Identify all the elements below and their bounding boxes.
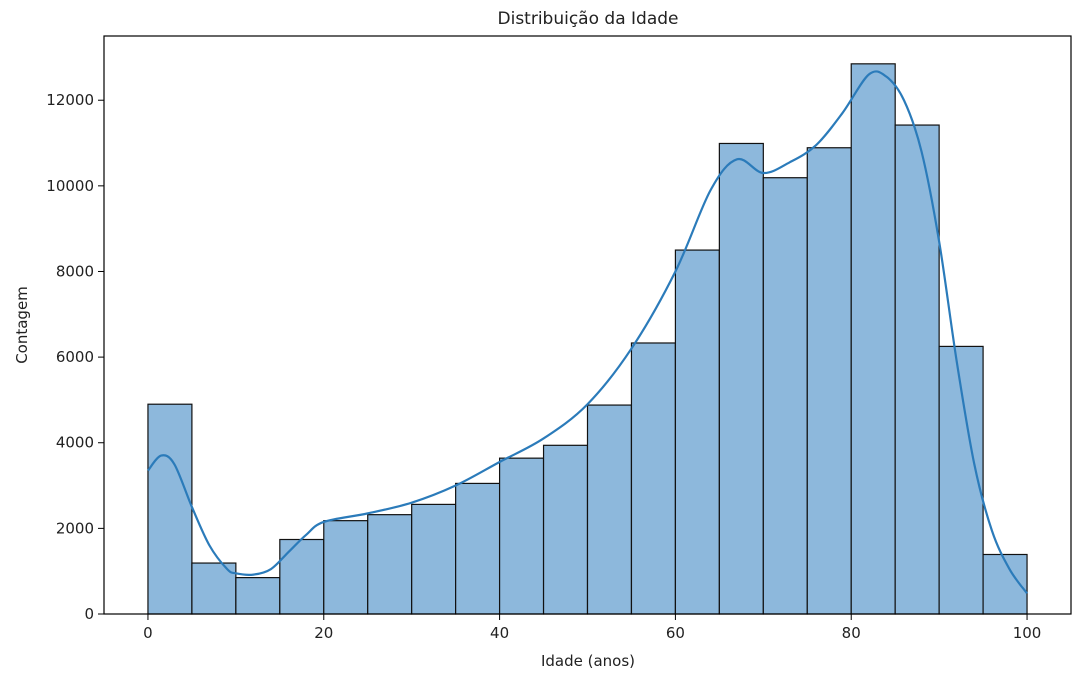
y-axis-ticks: 0 2000 4000 6000 8000 10000 12000 [46, 91, 104, 623]
y-tick-label-6000: 6000 [56, 348, 94, 366]
histogram-bar-10 [586, 404, 633, 615]
x-tick-label-80: 80 [842, 624, 861, 642]
x-axis-ticks: 0 20 40 60 80 100 [143, 614, 1041, 642]
histogram-bar-6 [411, 503, 457, 615]
histogram-bar-2 [235, 577, 281, 615]
histogram-bar-5 [367, 514, 413, 615]
chart-title: Distribuição da Idade [498, 9, 679, 29]
histogram-bar-16 [850, 63, 896, 615]
histogram-bar-0 [147, 403, 193, 615]
histogram-bar-8 [498, 457, 545, 615]
x-tick-label-60: 60 [666, 624, 685, 642]
y-tick-label-12000: 12000 [46, 91, 94, 109]
plot-frame [103, 35, 1072, 615]
y-tick-label-0: 0 [84, 605, 94, 623]
histogram-bar-12 [674, 249, 720, 615]
histogram-bar-17 [894, 124, 940, 615]
x-tick-label-0: 0 [143, 624, 153, 642]
histogram-bar-4 [323, 520, 369, 615]
y-tick-label-10000: 10000 [46, 177, 94, 195]
y-tick-label-2000: 2000 [56, 519, 94, 537]
y-axis-label: Contagem [13, 286, 31, 364]
histogram-bar-15 [806, 147, 852, 615]
x-tick-label-20: 20 [314, 624, 333, 642]
x-tick-label-40: 40 [490, 624, 509, 642]
histogram-bar-14 [762, 177, 808, 615]
histogram-bar-9 [542, 444, 589, 615]
histogram-bar-11 [630, 342, 677, 615]
histogram-bar-3 [279, 538, 325, 615]
x-tick-label-100: 100 [1013, 624, 1042, 642]
histogram-bar-7 [455, 482, 501, 615]
x-axis-label: Idade (anos) [541, 652, 635, 670]
kde-density-curve [147, 70, 1028, 595]
histogram-bars [147, 63, 1028, 615]
histogram-bar-13 [718, 142, 764, 615]
y-tick-label-8000: 8000 [56, 262, 94, 280]
y-tick-label-4000: 4000 [56, 434, 94, 452]
